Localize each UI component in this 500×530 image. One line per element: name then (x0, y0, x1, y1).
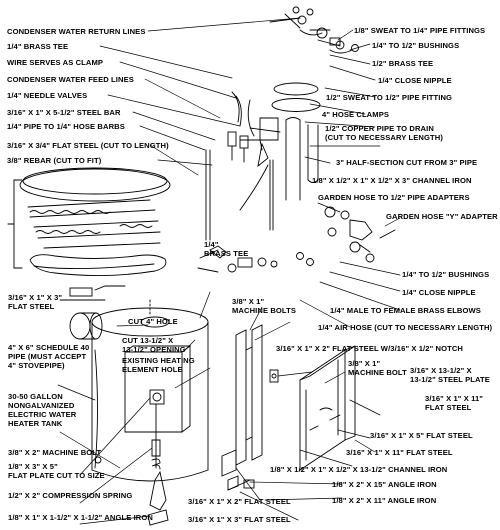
mid-brass-fittings (197, 245, 314, 273)
label-flat-steel-5: 3/16" X 1" X 5" FLAT STEEL (370, 431, 473, 440)
rebar-grate-stack (7, 167, 171, 277)
label-channel-iron-top: 1/8" X 1/2" X 1" X 1/2" X 3" CHANNEL IRO… (312, 176, 472, 185)
label-condenser-return-lines: CONDENSER WATER RETURN LINES (7, 27, 146, 36)
label-schedule-pipe: 4" X 6" SCHEDULE 40 PIPE (MUST ACCEPT 4"… (8, 343, 90, 370)
label-flat-steel-3: 3/16" X 1" X 3" FLAT STEEL (8, 293, 63, 311)
label-water-heater: 30-50 GALLON NONGALVANIZED ELECTRIC WATE… (8, 392, 77, 428)
label-flat-plate: 1/8" X 3" X 5" FLAT PLATE CUT TO SIZE (8, 462, 105, 480)
label-angle-iron-bottom: 1/8" X 1" X 1-1/2" X 1-1/2" ANGLE IRON (8, 513, 153, 522)
leader-lines-top-left (99, 17, 301, 176)
label-wire-clamp: WIRE SERVES AS CLAMP (7, 58, 104, 67)
label-machine-bolts-top: 3/8" X 1" MACHINE BOLTS (232, 297, 297, 315)
label-garden-hose-adapters: GARDEN HOSE TO 1/2" PIPE ADAPTERS (318, 193, 470, 202)
label-machine-bolt-mid: 3/8" X 1" MACHINE BOLT (348, 359, 407, 377)
label-steel-bar: 3/16" X 1" X 5-1/2" STEEL BAR (7, 108, 121, 117)
door-latch-hardware (147, 403, 169, 526)
label-close-nipple-top: 1/4" CLOSE NIPPLE (378, 76, 452, 85)
label-brass-tee-mid: 1/4" BRASS TEE (204, 240, 249, 258)
label-sweat-half: 1/2" SWEAT TO 1/2" PIPE FITTING (326, 93, 453, 102)
label-rebar: 3/8" REBAR (CUT TO FIT) (7, 156, 102, 165)
label-existing-heating: EXISTING HEATING ELEMENT HOLE (122, 356, 195, 374)
label-flat-steel-11b: 3/16" X 1" X 11" FLAT STEEL (346, 448, 453, 457)
top-pipe-fittings (269, 6, 359, 54)
flat-steel-pieces (59, 285, 126, 301)
label-flat-steel-notch: 3/16" X 1" X 2" FLAT STEEL W/3/16" X 1/2… (276, 344, 464, 353)
stovepipe-stub (69, 312, 103, 340)
label-condenser-feed-lines: CONDENSER WATER FEED LINES (7, 75, 134, 84)
label-garden-hose-y: GARDEN HOSE "Y" ADAPTER (386, 212, 498, 221)
label-bushings-top: 1/4" TO 1/2" BUSHINGS (372, 41, 460, 50)
leader-lines-lower (57, 291, 381, 525)
garden-hose-adapters (324, 206, 396, 263)
water-heater-tank (91, 299, 209, 482)
label-cut-hole: CUT 4" HOLE (128, 317, 178, 326)
label-brass-tee-half: 1/2" BRASS TEE (372, 59, 434, 68)
label-bushings-mid: 1/4" TO 1/2" BUSHINGS (402, 270, 490, 279)
label-close-nipple-mid: 1/4" CLOSE NIPPLE (402, 288, 476, 297)
door-frame-assembly (235, 324, 356, 471)
label-copper-pipe: 1/2" COPPER PIPE TO DRAIN (CUT TO NECESS… (325, 124, 443, 142)
label-machine-bolt-2: 3/8" X 2" MACHINE BOLT (8, 448, 102, 457)
label-brass-elbows: 1/4" MALE TO FEMALE BRASS ELBOWS (330, 306, 481, 315)
label-flat-steel-11: 3/16" X 1" X 11" FLAT STEEL (425, 394, 484, 412)
hose-clamp-rings (271, 82, 321, 112)
label-hose-barbs: 1/4" PIPE TO 1/4" HOSE BARBS (7, 122, 125, 131)
label-channel-iron-mid: 1/8" X 1/2" X 1" X 1/2" X 13-1/2" CHANNE… (270, 465, 448, 474)
label-angle-iron-11: 1/8" X 2" X 11" ANGLE IRON (332, 496, 437, 505)
label-sweat-fittings: 1/8" SWEAT TO 1/4" PIPE FITTINGS (354, 26, 486, 35)
label-half-section: 3" HALF-SECTION CUT FROM 3" PIPE (336, 158, 478, 167)
label-needle-valves: 1/4" NEEDLE VALVES (7, 91, 88, 100)
label-flat-steel-2: 3/16" X 1" X 2" FLAT STEEL (188, 497, 291, 506)
label-angle-iron-15: 1/8" X 2" X 15" ANGLE IRON (332, 480, 437, 489)
label-cut-opening: CUT 13-1/2" X 13-1/2" OPENING (122, 336, 186, 354)
label-brass-tee-quarter: 1/4" BRASS TEE (7, 42, 69, 51)
label-flat-steel-cut: 3/16" X 3/4" FLAT STEEL (CUT TO LENGTH) (7, 141, 169, 150)
label-compression-spring: 1/2" X 2" COMPRESSION SPRING (8, 491, 133, 500)
label-hose-clamps: 4" HOSE CLAMPS (322, 110, 390, 119)
leader-lines-top-right (299, 29, 401, 328)
angle-iron-pieces (221, 449, 255, 491)
label-air-hose: 1/4" AIR HOSE (CUT TO NECESSARY LENGTH) (318, 323, 493, 332)
needle-valve-assembly (205, 131, 274, 241)
label-flat-steel-3b: 3/16" X 1" X 3" FLAT STEEL (188, 515, 291, 524)
condenser-body (231, 91, 319, 201)
label-steel-plate: 3/16" X 13-1/2" X 13-1/2" STEEL PLATE (410, 366, 490, 384)
